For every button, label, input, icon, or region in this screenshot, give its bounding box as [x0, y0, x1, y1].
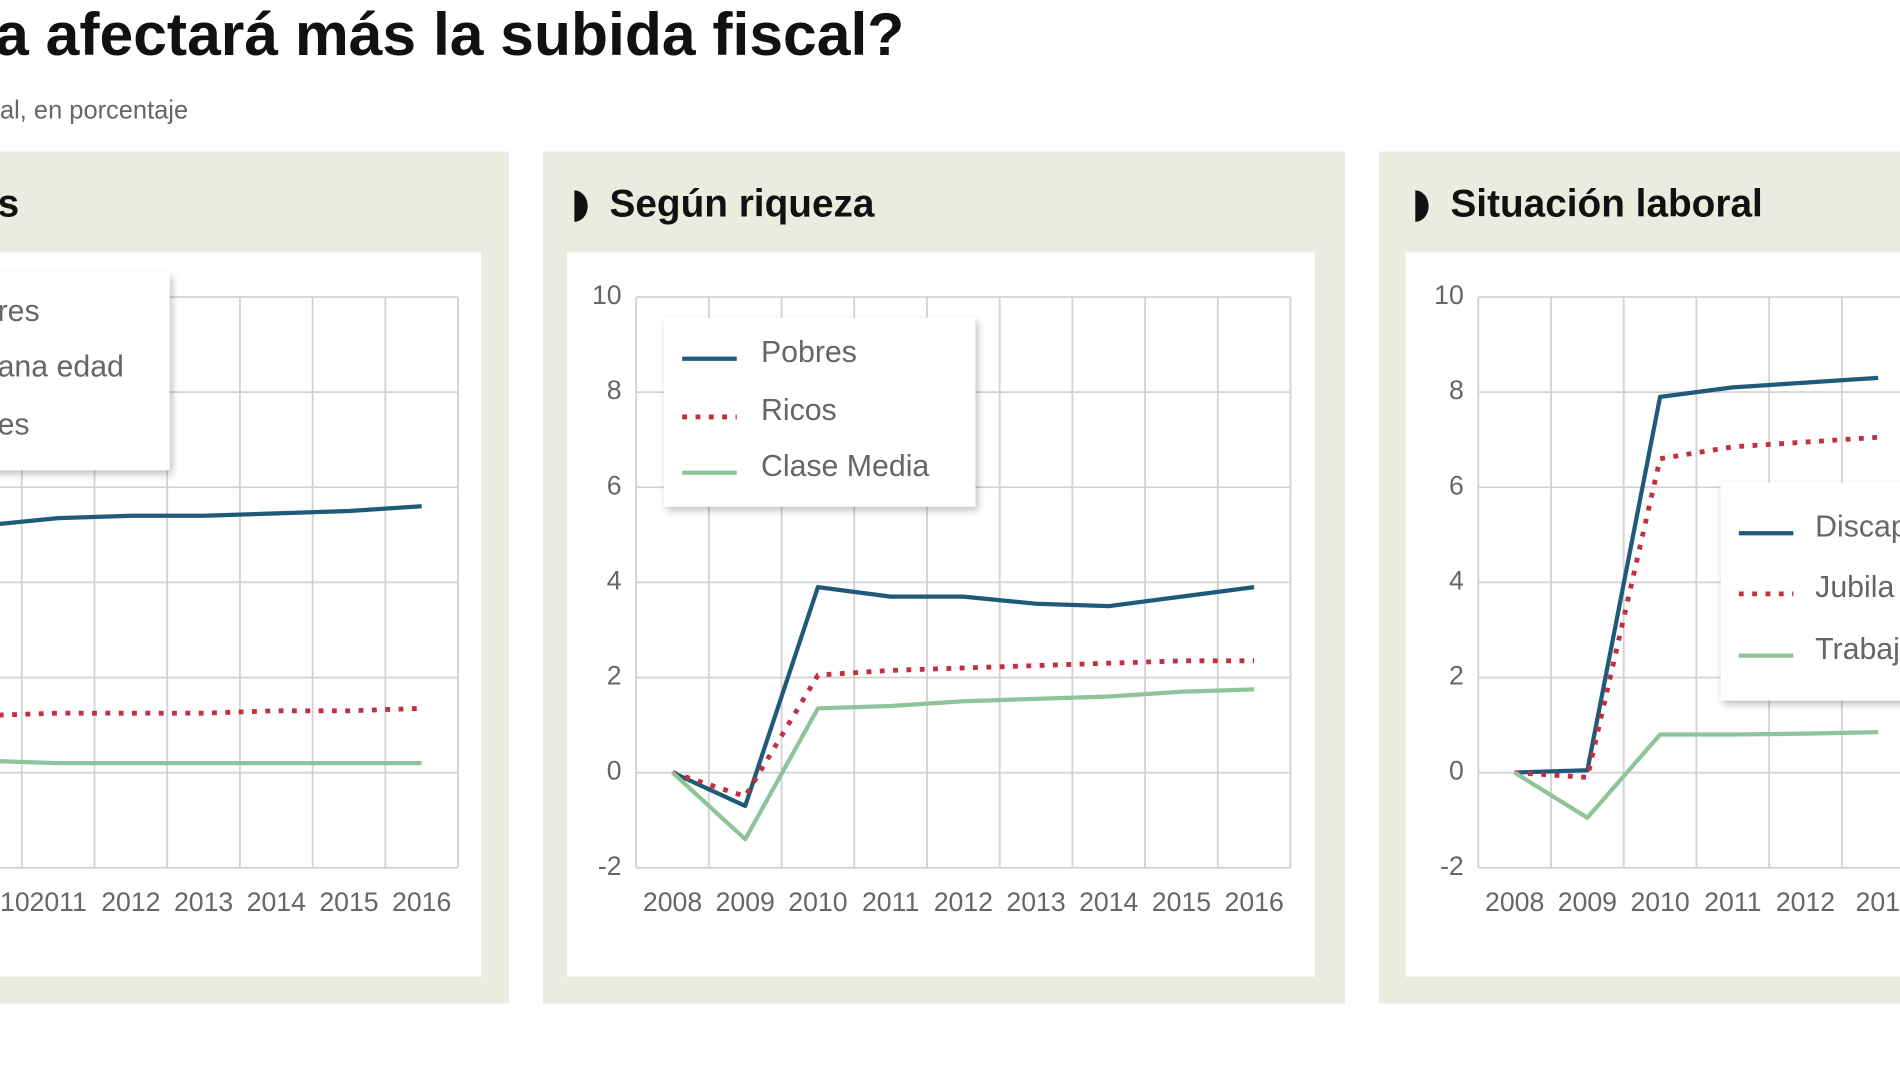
series-line [671, 687, 1255, 842]
legend-label: Clase Media [761, 450, 929, 483]
title-bullet [1415, 190, 1429, 222]
x-tick-label: 2012 [1776, 887, 1835, 917]
series-line [1513, 730, 1879, 820]
y-tick-label: 6 [1449, 470, 1464, 500]
x-tick-label: 2014 [1079, 887, 1138, 917]
x-tick-label: 2013 [1006, 887, 1065, 917]
legend-box [0, 272, 170, 471]
y-tick-label: -2 [598, 851, 622, 881]
y-tick-label: -2 [1440, 851, 1464, 881]
series-line [0, 504, 422, 526]
y-tick-label: 8 [1449, 375, 1464, 405]
legend-label: res [0, 295, 40, 328]
y-tick-label: 2 [607, 661, 622, 691]
legend-label: ana edad [0, 350, 124, 383]
y-tick-label: 0 [1449, 756, 1464, 786]
x-tick-label: 2010 [788, 887, 847, 917]
legend-label: Jubila [1815, 571, 1894, 604]
y-tick-label: 8 [607, 375, 622, 405]
legend-label: Trabaj [1815, 633, 1900, 666]
x-tick-label: 2012 [101, 887, 160, 917]
legend-box [664, 317, 976, 507]
x-tick-label: 2014 [247, 887, 306, 917]
x-tick-label: 2012 [934, 887, 993, 917]
series-line [0, 759, 422, 766]
legend-label: Ricos [761, 394, 837, 427]
x-tick-label: 2011 [1704, 887, 1761, 917]
y-tick-label: 6 [607, 470, 622, 500]
chart-title: Según riqueza [610, 182, 875, 225]
x-tick-label: 2015 [1152, 887, 1211, 917]
series-line [671, 658, 1255, 799]
x-tick-label: 2010 [1630, 887, 1689, 917]
series-line [671, 584, 1255, 809]
x-tick-label: 2011 [862, 887, 919, 917]
legend-label: es [0, 409, 30, 442]
x-tick-label: 10 [0, 887, 30, 917]
x-tick-label: 2016 [1225, 887, 1284, 917]
chart-title: Situación laboral [1450, 182, 1762, 225]
legend-label: Discap [1815, 510, 1900, 543]
series-line [0, 705, 422, 718]
subtitle: al, en porcentaje [0, 96, 188, 124]
x-tick-label: 2009 [1558, 887, 1617, 917]
y-tick-label: 2 [1449, 661, 1464, 691]
title-bullet [574, 190, 588, 222]
x-tick-label: 2011 [30, 887, 87, 917]
y-tick-label: 10 [1434, 280, 1464, 310]
x-tick-label: 2016 [392, 887, 451, 917]
y-tick-label: 10 [592, 280, 622, 310]
x-tick-label: 2008 [643, 887, 702, 917]
x-tick-label: 2008 [1485, 887, 1544, 917]
x-tick-label: 201 [1856, 887, 1900, 917]
series-line [1514, 375, 1879, 775]
chart-title: s [0, 182, 19, 225]
x-tick-label: 2013 [174, 887, 233, 917]
y-tick-label: 4 [607, 565, 622, 595]
y-tick-label: 4 [1449, 565, 1464, 595]
x-tick-label: 2009 [716, 887, 775, 917]
x-tick-label: 2015 [319, 887, 378, 917]
legend-box [1720, 482, 1900, 701]
title: a afectará más la subida fiscal? [0, 0, 904, 68]
y-tick-label: 0 [607, 756, 622, 786]
legend-label: Pobres [761, 336, 857, 369]
